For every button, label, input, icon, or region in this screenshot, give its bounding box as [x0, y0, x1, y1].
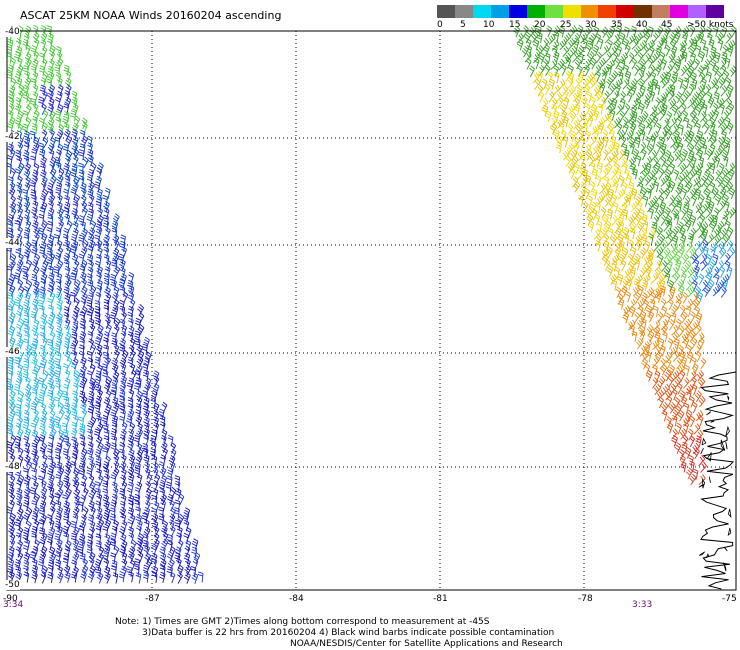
note-line-2: 3)Data buffer is 22 hrs from 20160204 4)…	[142, 628, 555, 638]
chile-coastline	[698, 371, 737, 590]
lon-label-75: -75	[722, 594, 737, 604]
scale-label-25: 25	[560, 20, 572, 30]
scale-swatch-5	[526, 5, 545, 18]
lat-lon-grid	[7, 31, 736, 590]
scale-label-50-knots: >50 knots	[687, 20, 734, 30]
east-swath-barbs	[513, 24, 737, 486]
note-line-3: NOAA/NESDIS/Center for Satellite Applica…	[290, 639, 563, 649]
pass-time-left: 3:34	[3, 600, 24, 610]
lon-label-81: -81	[433, 594, 448, 604]
lon-label-78: -78	[578, 594, 593, 604]
scale-label-45: 45	[661, 20, 673, 30]
scale-swatch-10	[616, 5, 635, 18]
scale-swatch-12	[652, 5, 671, 18]
scale-label-5: 5	[460, 20, 466, 30]
scale-swatch-9	[598, 5, 617, 18]
scale-label-15: 15	[509, 20, 521, 30]
lat-label-40: -40	[5, 27, 20, 37]
scale-swatch-3	[490, 5, 509, 18]
scale-swatch-6	[544, 5, 563, 18]
lon-label-87: -87	[145, 594, 160, 604]
wind-barb-swaths	[5, 24, 737, 585]
lat-label-46: -46	[5, 347, 20, 357]
scale-swatch-2	[472, 5, 491, 18]
scale-label-40: 40	[636, 20, 648, 30]
scale-swatch-11	[634, 5, 653, 18]
scale-swatch-14	[688, 5, 707, 18]
wind-speed-color-scale	[437, 5, 724, 18]
scale-label-20: 20	[534, 20, 546, 30]
scale-swatch-8	[580, 5, 599, 18]
scale-label-10: 10	[483, 20, 495, 30]
lat-label-42: -42	[5, 132, 20, 142]
pass-time-right: 3:33	[632, 600, 653, 610]
map-frame	[6, 30, 737, 591]
scale-swatch-0	[437, 5, 455, 18]
scale-label-35: 35	[611, 20, 623, 30]
scale-swatch-1	[454, 5, 473, 18]
lat-label-50: -50	[5, 580, 20, 590]
note-line-1: Note: 1) Times are GMT 2)Times along bot…	[115, 617, 490, 627]
wind-speed-scale-labels: 0 5 10 15 20 25 30 35 40 45 >50 knots	[430, 20, 740, 32]
scale-label-30: 30	[585, 20, 597, 30]
lat-label-48: -48	[5, 462, 20, 472]
lon-label-84: -84	[289, 594, 304, 604]
scale-label-0: 0	[437, 20, 443, 30]
scale-swatch-4	[508, 5, 527, 18]
lat-label-44: -44	[5, 238, 20, 248]
lon-label-90: -90	[3, 594, 18, 604]
scale-swatch-13	[670, 5, 689, 18]
scale-swatch-7	[562, 5, 581, 18]
map-title: ASCAT 25KM NOAA Winds 20160204 ascending	[20, 9, 282, 22]
scale-swatch-15	[706, 5, 724, 18]
west-swath-barbs	[5, 24, 204, 585]
